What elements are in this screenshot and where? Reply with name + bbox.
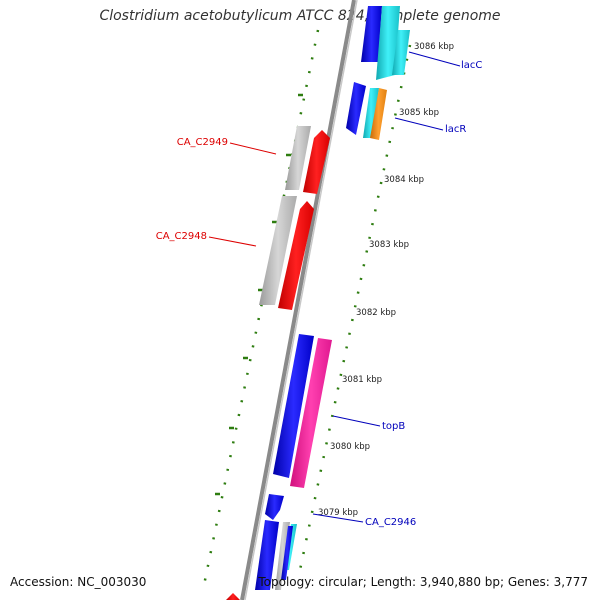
gene-blue-bottom-2: [281, 526, 293, 580]
gene-blue-bottom-1: [255, 520, 279, 590]
gene-blue-topB: [273, 334, 314, 478]
label-lacR: lacR: [445, 124, 466, 135]
outer-tick-ring: [201, 29, 320, 591]
gene-CA_C2948: [278, 201, 314, 310]
gene-cyan-top-2: [392, 30, 410, 75]
leader-CA_C2946: [312, 513, 364, 523]
genome-title: Clostridium acetobutylicum ATCC 824, com…: [99, 8, 501, 24]
label-CA_C2948: CA_C2948: [156, 231, 207, 242]
topology-text: Topology: circular; Length: 3,940,880 bp…: [258, 575, 588, 589]
label-lacC: lacC: [461, 60, 482, 71]
genome-backbone-highlight: [244, 0, 358, 600]
gene-orange: [370, 88, 387, 140]
genome-backbone: [240, 0, 356, 600]
label-CA_C2949: CA_C2949: [177, 137, 228, 148]
scale-label-3080: 3080 kbp: [330, 442, 370, 452]
leader-lacC: [408, 51, 461, 67]
gene-gray-2949: [285, 126, 311, 190]
leader-CA_C2948: [208, 236, 257, 247]
scale-label-3085: 3085 kbp: [399, 108, 439, 118]
gene-topB: [290, 338, 332, 488]
scale-label-3081: 3081 kbp: [342, 375, 382, 385]
leader-CA_C2949: [229, 142, 277, 155]
gene-blue-lacR-group: [346, 82, 366, 135]
gene-blue-top: [361, 6, 382, 62]
gene-blue-small: [265, 494, 284, 520]
outer-major-ticks: [215, 93, 303, 496]
scale-label-3082: 3082 kbp: [356, 308, 396, 318]
scale-label-3079: 3079 kbp: [318, 508, 358, 518]
gene-lacR: [363, 88, 379, 138]
accession-text: Accession: NC_003030: [10, 575, 147, 589]
leader-lacR: [394, 117, 444, 131]
gene-red-bottom: [226, 593, 240, 600]
gene-CA_C2949: [303, 130, 330, 194]
gene-gray-2948: [259, 196, 297, 305]
label-CA_C2946: CA_C2946: [365, 517, 416, 528]
gene-gray-bottom: [275, 522, 290, 590]
scale-label-3084: 3084 kbp: [384, 175, 424, 185]
leader-topB: [332, 415, 381, 427]
scale-label-3083: 3083 kbp: [369, 240, 409, 250]
scale-label-3086: 3086 kbp: [414, 42, 454, 52]
label-topB: topB: [382, 421, 405, 432]
